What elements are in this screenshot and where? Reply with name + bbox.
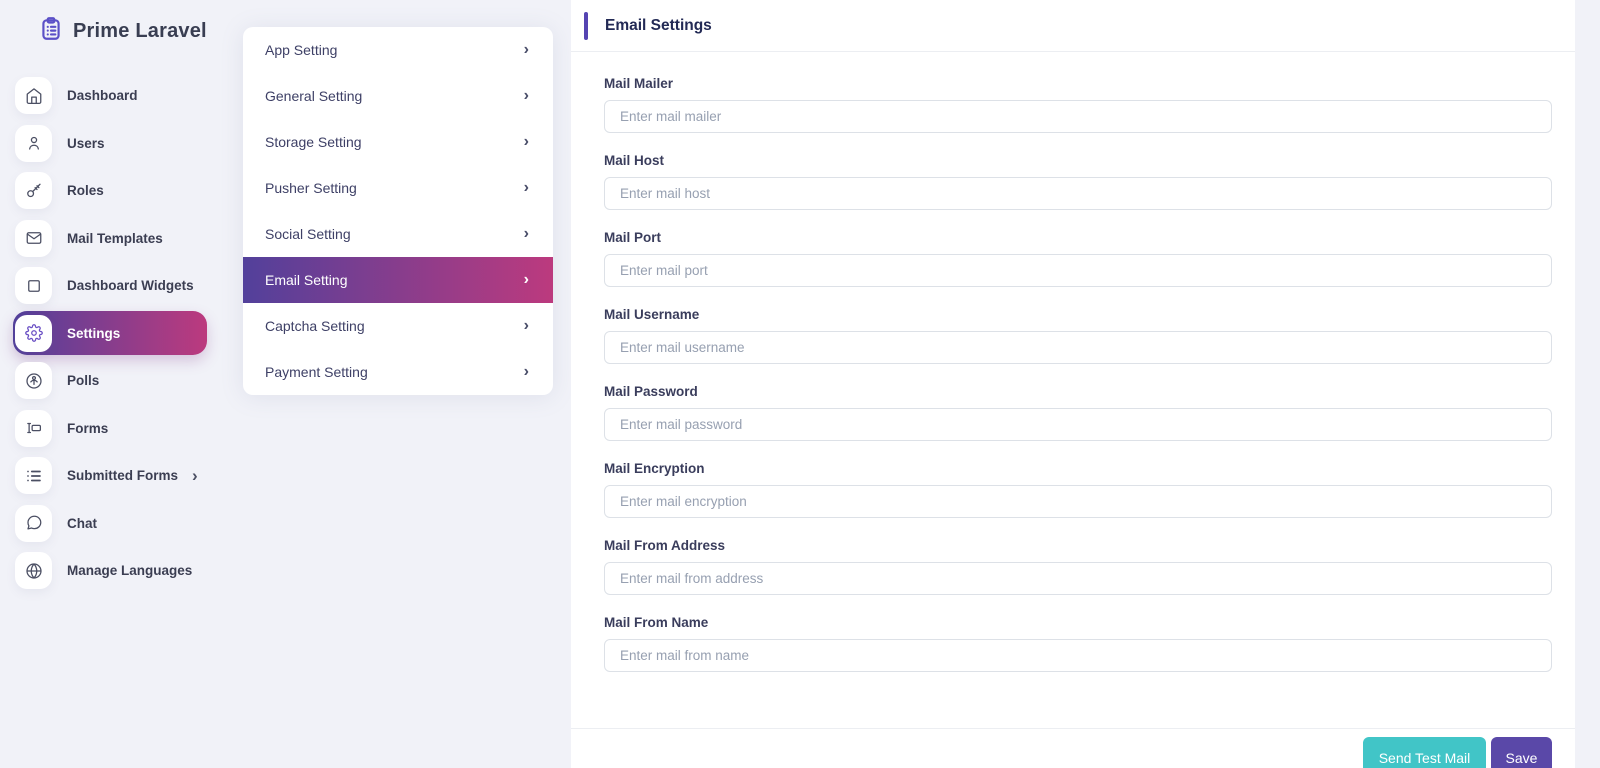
submenu-item-label: Pusher Setting bbox=[265, 180, 357, 196]
mail-mailer-input[interactable] bbox=[604, 100, 1552, 133]
submenu-item-label: General Setting bbox=[265, 88, 363, 104]
clipboard-icon bbox=[38, 16, 64, 47]
field-label: Mail Mailer bbox=[604, 76, 674, 91]
mail-encryption-input[interactable] bbox=[604, 485, 1552, 518]
submenu-item-general-setting[interactable]: General Setting › bbox=[243, 73, 553, 119]
submenu-item-storage-setting[interactable]: Storage Setting › bbox=[243, 119, 553, 165]
submenu-item-label: Social Setting bbox=[265, 226, 351, 242]
submenu-item-pusher-setting[interactable]: Pusher Setting › bbox=[243, 165, 553, 211]
sidebar-item-label: Chat bbox=[67, 515, 97, 531]
sidebar-item-manage-languages[interactable]: Manage Languages bbox=[0, 547, 240, 595]
title-accent-bar bbox=[584, 11, 588, 40]
widget-icon bbox=[15, 267, 52, 305]
sidebar-item-label: Polls bbox=[67, 373, 100, 389]
settings-submenu-panel: App Setting › General Setting › Storage … bbox=[243, 27, 553, 395]
chevron-right-icon: › bbox=[523, 363, 529, 380]
sidebar-item-label: Manage Languages bbox=[67, 563, 193, 579]
email-settings-form: Mail Mailer Mail Host Mail Port Mail Use… bbox=[604, 52, 1552, 691]
submenu-item-email-setting[interactable]: Email Setting › bbox=[243, 257, 553, 303]
submenu-item-social-setting[interactable]: Social Setting › bbox=[243, 211, 553, 257]
poll-icon bbox=[15, 362, 52, 400]
page-header: Email Settings bbox=[571, 0, 1575, 52]
home-icon bbox=[15, 77, 52, 115]
field-label: Mail From Name bbox=[604, 615, 709, 630]
sidebar-item-polls[interactable]: Polls bbox=[0, 357, 240, 405]
sidebar-item-chat[interactable]: Chat bbox=[0, 500, 240, 548]
page-title: Email Settings bbox=[605, 16, 712, 34]
mail-password-input[interactable] bbox=[604, 408, 1552, 441]
mail-port-input[interactable] bbox=[604, 254, 1552, 287]
submenu-item-captcha-setting[interactable]: Captcha Setting › bbox=[243, 303, 553, 349]
field-mail-encryption: Mail Encryption bbox=[604, 460, 1552, 518]
list-icon bbox=[15, 457, 52, 495]
field-label: Mail Encryption bbox=[604, 461, 705, 476]
mail-host-input[interactable] bbox=[604, 177, 1552, 210]
submenu-item-label: Email Setting bbox=[265, 272, 348, 288]
sidebar-item-label: Submitted Forms bbox=[67, 468, 179, 484]
submenu-item-label: App Setting bbox=[265, 42, 338, 58]
submenu-item-app-setting[interactable]: App Setting › bbox=[243, 27, 553, 73]
mail-from-name-input[interactable] bbox=[604, 639, 1552, 672]
field-mail-username: Mail Username bbox=[604, 306, 1552, 364]
form-icon bbox=[15, 409, 52, 447]
field-mail-host: Mail Host bbox=[604, 152, 1552, 210]
sidebar-item-label: Dashboard bbox=[67, 88, 138, 104]
chevron-right-icon: › bbox=[523, 225, 529, 242]
field-label: Mail From Address bbox=[604, 538, 726, 553]
mail-username-input[interactable] bbox=[604, 331, 1552, 364]
field-label: Mail Port bbox=[604, 230, 662, 245]
field-mail-port: Mail Port bbox=[604, 229, 1552, 287]
submenu-item-payment-setting[interactable]: Payment Setting › bbox=[243, 349, 553, 395]
mail-icon bbox=[15, 219, 52, 257]
sidebar-nav: Dashboard Users Roles Mail Templates bbox=[0, 72, 240, 595]
field-mail-mailer: Mail Mailer bbox=[604, 75, 1552, 133]
sidebar-item-forms[interactable]: Forms bbox=[0, 405, 240, 453]
save-button[interactable]: Save bbox=[1491, 737, 1552, 768]
sidebar-item-label: Mail Templates bbox=[67, 230, 163, 246]
sidebar-item-submitted-forms[interactable]: Submitted Forms › bbox=[0, 452, 240, 500]
sidebar-item-mail-templates[interactable]: Mail Templates bbox=[0, 215, 240, 263]
globe-icon bbox=[15, 552, 52, 590]
send-test-mail-button[interactable]: Send Test Mail bbox=[1363, 737, 1486, 768]
sidebar-item-dashboard-widgets[interactable]: Dashboard Widgets bbox=[0, 262, 240, 310]
app-logo[interactable]: Prime Laravel bbox=[38, 16, 207, 47]
field-label: Mail Password bbox=[604, 384, 698, 399]
key-icon bbox=[15, 172, 52, 210]
chevron-right-icon: › bbox=[523, 41, 529, 58]
chevron-right-icon: › bbox=[523, 87, 529, 104]
chevron-right-icon: › bbox=[192, 466, 198, 486]
field-label: Mail Username bbox=[604, 307, 700, 322]
chevron-right-icon: › bbox=[523, 271, 529, 288]
sidebar: Prime Laravel Dashboard Users Roles bbox=[0, 0, 240, 768]
chat-icon bbox=[15, 504, 52, 542]
sidebar-item-label: Settings bbox=[67, 325, 121, 341]
mail-from-address-input[interactable] bbox=[604, 562, 1552, 595]
sidebar-item-label: Users bbox=[67, 135, 105, 151]
chevron-right-icon: › bbox=[523, 179, 529, 196]
sidebar-item-dashboard[interactable]: Dashboard bbox=[0, 72, 240, 120]
app-title: Prime Laravel bbox=[73, 20, 207, 42]
sidebar-item-label: Forms bbox=[67, 420, 109, 436]
main-content: Email Settings Mail Mailer Mail Host Mai… bbox=[571, 0, 1575, 768]
gear-icon bbox=[15, 314, 52, 352]
sidebar-item-roles[interactable]: Roles bbox=[0, 167, 240, 215]
field-mail-from-address: Mail From Address bbox=[604, 537, 1552, 595]
form-footer: Send Test Mail Save bbox=[1363, 737, 1552, 768]
sidebar-item-label: Roles bbox=[67, 183, 104, 199]
submenu-item-label: Storage Setting bbox=[265, 134, 362, 150]
submenu-item-label: Captcha Setting bbox=[265, 318, 365, 334]
field-label: Mail Host bbox=[604, 153, 665, 168]
chevron-right-icon: › bbox=[523, 133, 529, 150]
field-mail-password: Mail Password bbox=[604, 383, 1552, 441]
chevron-right-icon: › bbox=[523, 317, 529, 334]
footer-divider bbox=[571, 728, 1575, 729]
sidebar-item-label: Dashboard Widgets bbox=[67, 278, 194, 294]
field-mail-from-name: Mail From Name bbox=[604, 614, 1552, 672]
sidebar-item-settings[interactable]: Settings bbox=[13, 311, 207, 356]
sidebar-item-users[interactable]: Users bbox=[0, 120, 240, 168]
user-icon bbox=[15, 124, 52, 162]
submenu-item-label: Payment Setting bbox=[265, 364, 368, 380]
